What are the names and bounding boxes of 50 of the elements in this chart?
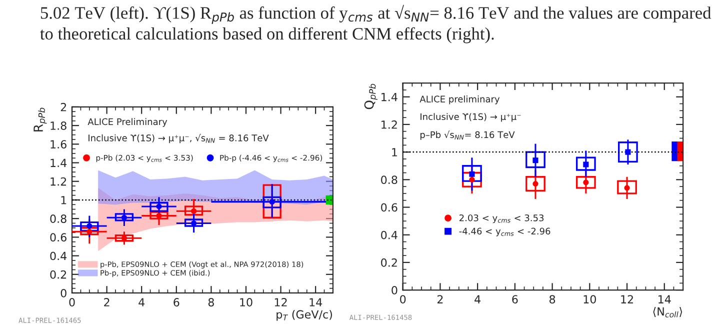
legend-label: 2.03 < y$_{cms}$ < 3.53 — [460, 214, 544, 224]
y-tick-label: 0.2 — [50, 270, 66, 279]
x-tick-label: 6 — [174, 298, 180, 306]
y-tick-label: 0.6 — [381, 203, 398, 212]
y-tick-label: 1.2 — [382, 120, 397, 129]
bar — [677, 142, 684, 162]
bar — [326, 195, 333, 205]
annotation: Inclusive ϒ(1S) → μ⁺μ⁻, √s$_{NN}$ = 8.16 TeV — [88, 134, 269, 144]
bar — [618, 142, 638, 163]
y-tick-label: 0 — [392, 286, 398, 294]
y-tick-label: 2 — [60, 102, 66, 112]
y-tick-label: 1.6 — [50, 140, 66, 149]
y-tick-label: 1 — [392, 148, 397, 156]
y-tick-label: 1.4 — [382, 92, 398, 102]
y-tick-label: 1 — [61, 196, 66, 204]
x-tick-label: 8 — [550, 295, 556, 304]
y-tick-label: 0.4 — [50, 252, 67, 260]
x-tick-label: 12 — [621, 295, 633, 304]
x-tick-label: 2 — [104, 298, 110, 306]
annotation: Inclusive ϒ(1S) → μ⁺μ⁻ — [420, 113, 521, 122]
x-tick-label: 10 — [240, 298, 252, 306]
x-tick-label: 4 — [474, 295, 480, 304]
x-axis-title: ⟨N$_{coll}$⟩ — [653, 307, 682, 318]
y-tick-label: 1.2 — [50, 177, 66, 186]
y-tick-label: 0.8 — [381, 176, 398, 184]
x-axis-title: p$_{T}$ (GeV/c) — [276, 310, 332, 321]
annotation: ALICE preliminary — [420, 95, 500, 104]
y-tick-label: 0.6 — [50, 233, 66, 242]
legend-label: -4.46 < y$_{cms}$ < -2.96 — [459, 228, 550, 236]
x-tick-label: 10 — [584, 295, 596, 304]
y-axis-title: R$_{pPb}$ — [34, 108, 47, 132]
x-tick-label: 0 — [69, 298, 75, 306]
annotation: ALICE Preliminary — [88, 118, 168, 127]
y-tick-label: 1.4 — [50, 158, 67, 167]
x-tick-label: 8 — [208, 298, 214, 306]
y-tick-label: 0.2 — [381, 258, 397, 267]
y-axis-title: Q$_{pPb}$ — [364, 84, 378, 110]
y-tick-label: 0 — [60, 288, 66, 298]
text: 5.02 TeV (left). ϒ(1S) R$_{pPb}$ as function of y$_{cms}$ at √s$_{NN}$= 8.16 TeV and the values are compared to theoretical calculations based on different CNM effects (right). — [40, 4, 712, 44]
y-tick-label: 0.4 — [381, 230, 398, 240]
x-tick-label: 14 — [658, 295, 671, 304]
x-tick-label: 12 — [274, 298, 287, 306]
y-tick-label: 1.8 — [50, 122, 66, 130]
x-tick-label: 2 — [437, 295, 443, 304]
y-tick-label: 0.8 — [50, 214, 66, 223]
x-tick-label: 0 — [400, 295, 406, 304]
annotation: p–Pb √s$_{NN}$= 8.16 TeV — [420, 130, 515, 140]
x-tick-label: 4 — [138, 298, 145, 306]
x-tick-label: 6 — [512, 295, 518, 304]
x-tick-label: 14 — [310, 298, 322, 306]
